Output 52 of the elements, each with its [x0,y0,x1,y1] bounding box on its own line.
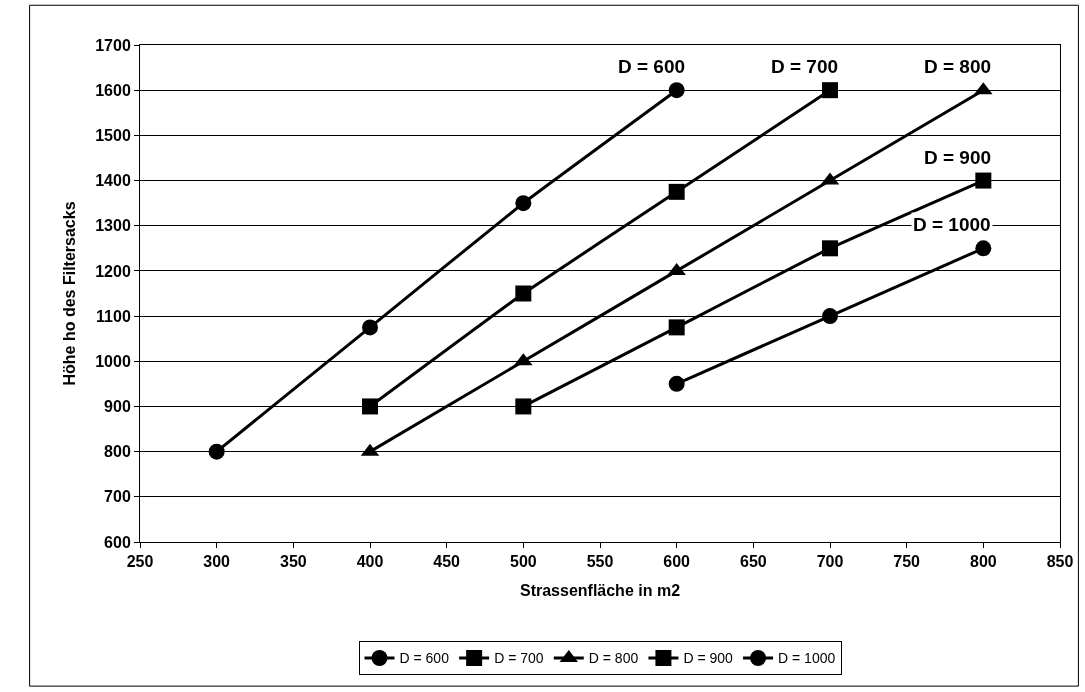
legend-label: D = 1000 [778,650,836,667]
annotation: D = 600 [618,56,686,77]
y-tick-label: 1100 [96,307,131,325]
x-tick-label: 550 [586,553,614,571]
legend-label: D = 700 [494,650,544,667]
point [668,375,685,392]
point [515,195,532,212]
point [362,319,378,336]
y-tick-label: 1300 [95,217,131,235]
y-axis-title: Höhe ho des Filtersacks [61,201,79,386]
y-tick-label: 600 [104,533,131,551]
point [668,82,685,99]
x-axis-title: Strassenfläche in m2 [519,581,681,599]
y-tick-label: 1700 [95,36,131,54]
x-tick-label: 500 [509,553,537,571]
annotation: D = 1000 [913,214,991,235]
x-tick-label: 300 [203,553,231,571]
annotation: D = 900 [924,147,992,168]
point [822,240,838,257]
point [515,398,532,415]
point [975,240,992,257]
legend-label: D = 600 [399,650,450,667]
x-tick-label: 700 [816,553,844,571]
x-tick-label: 250 [126,553,154,571]
y-tick-label: 1000 [95,352,131,370]
point [668,183,685,200]
point [822,82,838,99]
point [668,319,685,336]
annotation: D = 700 [771,56,839,77]
x-tick-label: 650 [739,553,767,571]
x-tick-label: 350 [279,553,307,571]
y-tick-label: 700 [104,488,131,506]
legend-label: D = 800 [588,650,639,667]
x-tick-label: 600 [663,553,691,571]
y-tick-label: 1500 [95,126,131,144]
y-tick-label: 800 [104,443,131,461]
y-tick-label: 1600 [95,81,131,99]
point [822,308,838,325]
y-tick-label: 1400 [95,172,131,190]
x-tick-label: 450 [433,553,461,571]
y-tick-label: 1200 [95,262,131,280]
x-tick-label: 750 [893,553,921,571]
x-tick-label: 800 [969,553,997,571]
x-tick-label: 850 [1046,553,1074,571]
point [362,398,378,415]
point [208,443,225,460]
point [975,172,992,189]
annotation: D = 800 [924,56,992,77]
legend-label: D = 900 [683,650,734,667]
x-tick-label: 400 [356,553,384,571]
point [515,285,532,302]
y-tick-label: 900 [104,398,131,416]
